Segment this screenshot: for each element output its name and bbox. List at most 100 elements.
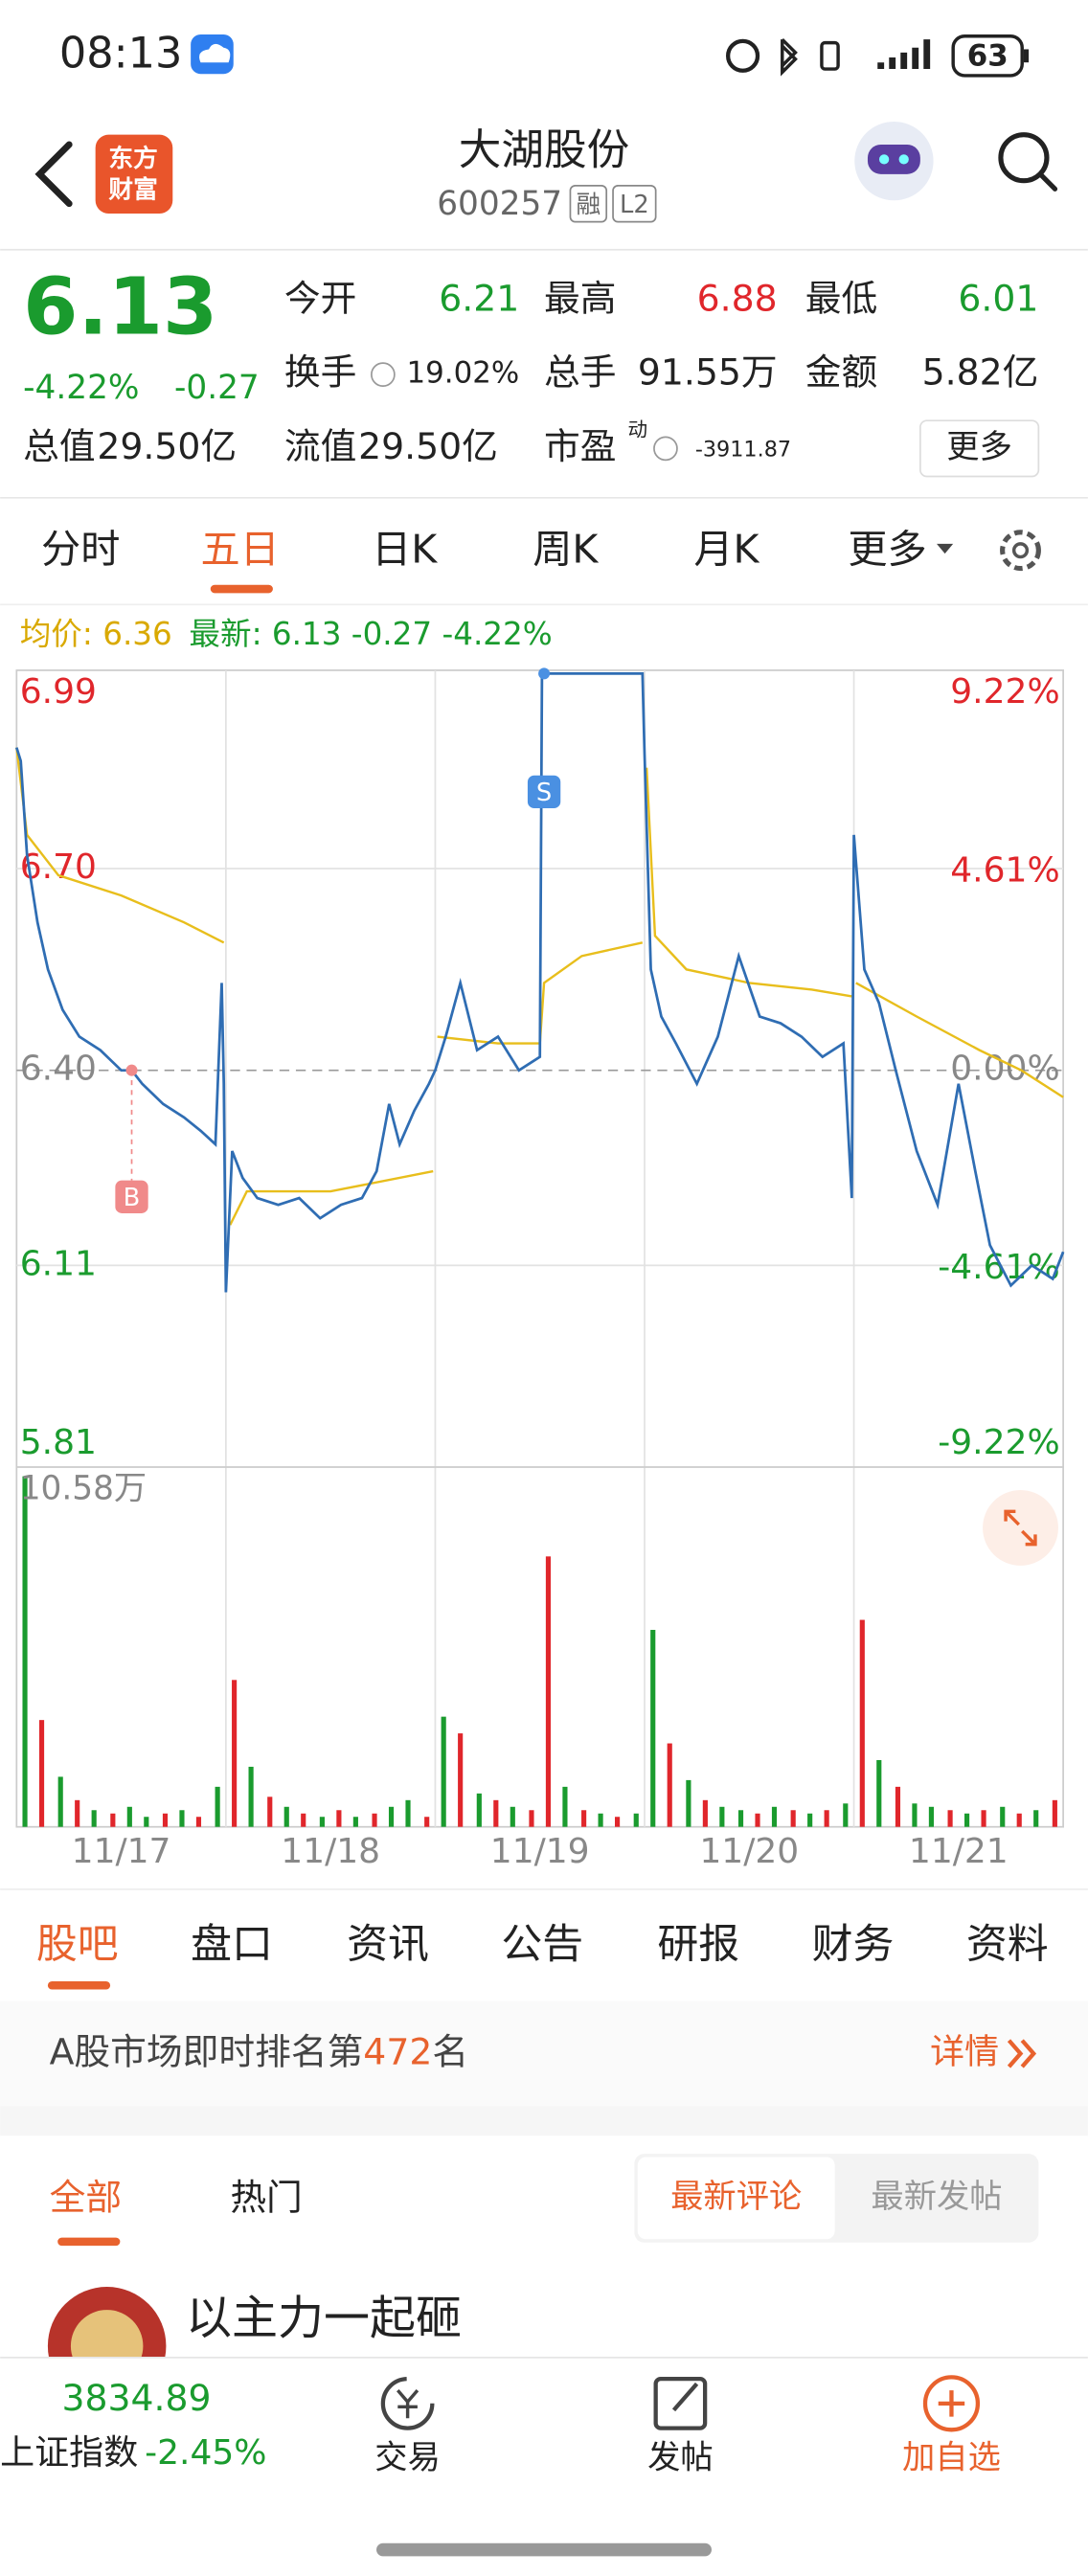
volume-bar [22,1476,28,1827]
price-line [15,747,1064,1226]
feed-tab[interactable]: 热门 [230,2177,302,2219]
annotation-label: B [124,1184,141,1212]
volume-bar [947,1810,953,1827]
battery-level: 63 [967,39,1009,74]
watch-button[interactable]: 加自选 [902,2439,1001,2477]
section-tab[interactable]: 研报 [657,1920,739,1968]
x-tick-label: 11/19 [490,1832,590,1871]
volume-bar [737,1810,744,1827]
trade-button[interactable]: 交易 [374,2439,441,2477]
expand-button[interactable] [983,1490,1058,1566]
back-button[interactable] [34,141,73,208]
search-button[interactable] [998,132,1050,184]
home-indicator [376,2542,712,2557]
volume-bar [424,1817,430,1827]
change-pct: -4.22% [23,369,139,407]
sort-option[interactable]: 最新评论 [670,2178,802,2216]
volume-bar [91,1810,97,1827]
volume-bar [755,1813,760,1827]
field-value: 6.01 [958,277,1038,319]
chart-tab[interactable]: 周K [533,526,599,572]
section-tab[interactable]: 盘口 [191,1920,273,1968]
bluetooth-icon [781,37,798,77]
volume-bar [476,1793,482,1827]
y2-tick-label: 4.61% [950,851,1059,891]
volume-bar [824,1810,829,1827]
volume-bar [686,1779,691,1827]
index-change[interactable]: -2.45% [145,2433,266,2473]
post-button[interactable]: 发帖 [647,2439,714,2477]
assistant-eye [898,154,909,165]
field-label: 市盈 [544,425,616,467]
section-tab[interactable]: 资料 [966,1920,1049,1968]
annotation-point [125,1064,138,1076]
volume-bar [964,1813,970,1827]
field-label: 总值 [23,425,95,467]
annotation-badge [115,1180,148,1213]
volume-bar [458,1733,464,1827]
badge-margin: 融 [576,191,601,219]
chart-tab[interactable]: 更多 [848,526,926,572]
section-tab[interactable]: 股吧 [36,1920,119,1968]
expand-icon [1004,1509,1037,1547]
field-label: 最低 [805,277,877,319]
plus-icon [938,2390,965,2417]
post-author[interactable]: 以主力一起砸 [186,2292,462,2345]
y-tick-label: 6.70 [20,847,97,887]
x-tick-label: 11/20 [699,1832,799,1871]
y2-tick-label: -4.61% [938,1248,1059,1287]
more-button[interactable] [919,419,1040,478]
rank-suffix: 名 [432,2030,468,2072]
volume-bar [615,1817,621,1827]
latest-label: 最新: 6.13 -0.27 -4.22% [189,616,552,652]
chart-tab[interactable]: 月K [693,526,759,572]
volume-bar [57,1776,63,1827]
logo [95,134,173,215]
volume-bar [162,1813,169,1827]
field-label: 流值 [284,425,356,467]
logo-text: 财富 [108,175,157,205]
avg-label: 均价: 6.36 [20,616,172,652]
rank-detail[interactable]: 详情 [930,2032,999,2071]
feed-tab[interactable]: 全部 [50,2177,122,2219]
chart: 6.99 6.70 6.40 6.11 5.81 9.22% 4.61% 0.00% -4.61… [14,667,1065,1871]
settings-button[interactable] [1000,530,1041,572]
section-tab[interactable]: 财务 [812,1920,895,1968]
volume-bar [633,1813,639,1827]
volume-bar [372,1813,377,1827]
chart-tab[interactable]: 分时 [41,526,120,572]
chart-tab[interactable]: 五日 [200,526,279,572]
assistant-face [867,144,920,174]
volume-bar [790,1810,796,1827]
y2-tick-label: -9.22% [938,1423,1059,1462]
section-tab[interactable]: 公告 [501,1920,583,1968]
volume-bar [510,1806,515,1827]
index-name[interactable]: 上证指数 [0,2433,138,2473]
volume-bar [928,1806,934,1827]
volume-bar [336,1810,342,1827]
status-cloud [199,43,231,63]
volume-bar [179,1810,185,1827]
more-button-text[interactable]: 更多 [946,428,1012,466]
field-value: 5.82亿 [922,351,1039,394]
index-value[interactable]: 3834.89 [62,2377,212,2419]
settings-core [1011,542,1030,559]
chart-tab[interactable]: 日K [372,526,438,572]
sort-option[interactable]: 最新发帖 [871,2178,1002,2216]
volume-bar [702,1799,708,1827]
y2-tick-label: 0.00% [950,1050,1059,1089]
y-tick-label: 5.81 [20,1423,97,1462]
watch-icon [922,2375,981,2432]
badge [612,185,657,223]
annotation-badge [527,775,561,809]
section-tab[interactable]: 资讯 [347,1920,429,1968]
section-tab-underline [47,1980,111,1990]
sort-selected [637,2157,835,2240]
price-line [14,672,1065,1293]
y-tick-label: 6.99 [20,672,97,712]
volume-bar [981,1810,986,1827]
rank-row [0,2000,1088,2107]
annotation-point [538,667,551,680]
volume-bar [144,1817,149,1827]
battery-tip [1023,49,1030,63]
